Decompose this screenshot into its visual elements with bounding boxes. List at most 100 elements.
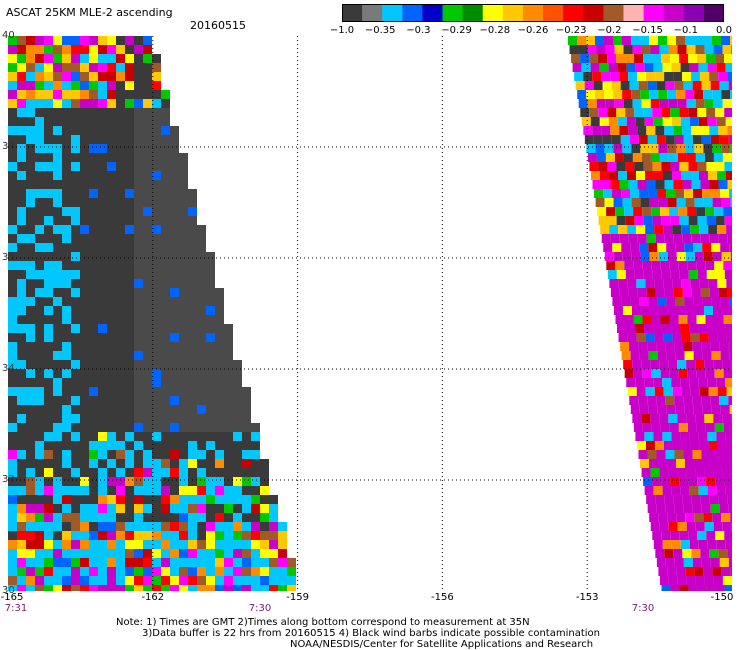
swath-cell: [179, 252, 188, 261]
swath-cell: [107, 369, 116, 378]
swath-cell: [659, 576, 669, 585]
swath-cell: [624, 261, 634, 270]
swath-cell: [35, 378, 44, 387]
swath-cell: [669, 315, 679, 324]
swath-cell: [80, 198, 89, 207]
swath-cell: [197, 450, 206, 459]
swath-cell: [17, 522, 26, 531]
swath-cell: [143, 72, 152, 81]
swath-cell: [116, 171, 125, 180]
swath-cell: [653, 486, 663, 495]
swath-cell: [215, 486, 224, 495]
swath-cell: [44, 540, 53, 549]
swath-cell: [8, 522, 17, 531]
swath-cell: [215, 324, 224, 333]
swath-cell: [706, 477, 716, 486]
swath-cell: [628, 234, 638, 243]
swath-cell: [161, 198, 170, 207]
swath-cell: [161, 117, 170, 126]
swath-cell: [35, 558, 44, 567]
swath-cell: [612, 297, 622, 306]
swath-cell: [188, 450, 197, 459]
swath-cell: [233, 450, 242, 459]
swath-cell: [125, 585, 134, 591]
swath-cell: [686, 522, 696, 531]
swath-cell: [690, 225, 700, 234]
swath-cell: [621, 243, 631, 252]
swath-cell: [26, 315, 35, 324]
swath-cell: [125, 252, 134, 261]
swath-cell: [143, 288, 152, 297]
swath-cell: [179, 477, 188, 486]
swath-cell: [26, 558, 35, 567]
swath-cell: [698, 324, 708, 333]
swath-cell: [674, 450, 684, 459]
swath-cell: [116, 252, 125, 261]
swath-cell: [170, 414, 179, 423]
swath-cell: [62, 261, 71, 270]
swath-cell: [80, 261, 89, 270]
swath-cell: [723, 423, 732, 432]
swath-cell: [170, 225, 179, 234]
swath-cell: [35, 396, 44, 405]
swath-cell: [107, 576, 116, 585]
swath-cell: [206, 441, 215, 450]
swath-cell: [640, 36, 649, 45]
swath-cell: [179, 270, 188, 279]
swath-cell: [615, 315, 625, 324]
swath-cell: [80, 414, 89, 423]
swath-cell: [170, 207, 179, 216]
swath-cell: [35, 108, 44, 117]
swath-cell: [62, 405, 71, 414]
swath-cell: [98, 414, 107, 423]
swath-cell: [179, 243, 188, 252]
swath-cell: [685, 90, 695, 99]
swath-cell: [98, 225, 107, 234]
swath-cell: [26, 297, 35, 306]
map-plot-area: [8, 36, 732, 591]
swath-cell: [26, 423, 35, 432]
swath-cell: [572, 63, 582, 72]
swath-cell: [44, 54, 53, 63]
swath-cell: [206, 252, 215, 261]
swath-cell: [89, 531, 98, 540]
swath-cell: [640, 252, 650, 261]
swath-cell: [26, 180, 35, 189]
swath-cell: [665, 396, 675, 405]
swath-cell: [700, 72, 710, 81]
swath-cell: [44, 99, 53, 108]
swath-cell: [607, 216, 617, 225]
swath-cell: [622, 306, 632, 315]
swath-cell: [704, 153, 714, 162]
swath-cell: [26, 153, 35, 162]
swath-cell: [107, 126, 116, 135]
swath-cell: [98, 522, 107, 531]
swath-cell: [715, 585, 725, 591]
swath-cell: [224, 477, 233, 486]
swath-cell: [98, 342, 107, 351]
swath-cell: [161, 351, 170, 360]
swath-cell: [152, 576, 161, 585]
swath-cell: [713, 360, 723, 369]
swath-cell: [664, 495, 674, 504]
swath-cell: [107, 234, 116, 243]
swath-cell: [699, 225, 709, 234]
swath-cell: [116, 504, 125, 513]
swath-cell: [679, 531, 689, 540]
swath-cell: [251, 513, 260, 522]
swath-cell: [716, 171, 726, 180]
swath-cell: [62, 72, 71, 81]
swath-cell: [224, 585, 233, 591]
swath-cell: [188, 351, 197, 360]
swath-cell: [669, 207, 679, 216]
swath-cell: [701, 135, 711, 144]
swath-cell: [188, 468, 197, 477]
swath-cell: [646, 288, 656, 297]
swath-cell: [62, 342, 71, 351]
swath-cell: [678, 207, 688, 216]
swath-cell: [161, 189, 170, 198]
swath-cell: [170, 432, 179, 441]
swath-cell: [44, 171, 53, 180]
swath-cell: [107, 108, 116, 117]
swath-cell: [726, 225, 732, 234]
